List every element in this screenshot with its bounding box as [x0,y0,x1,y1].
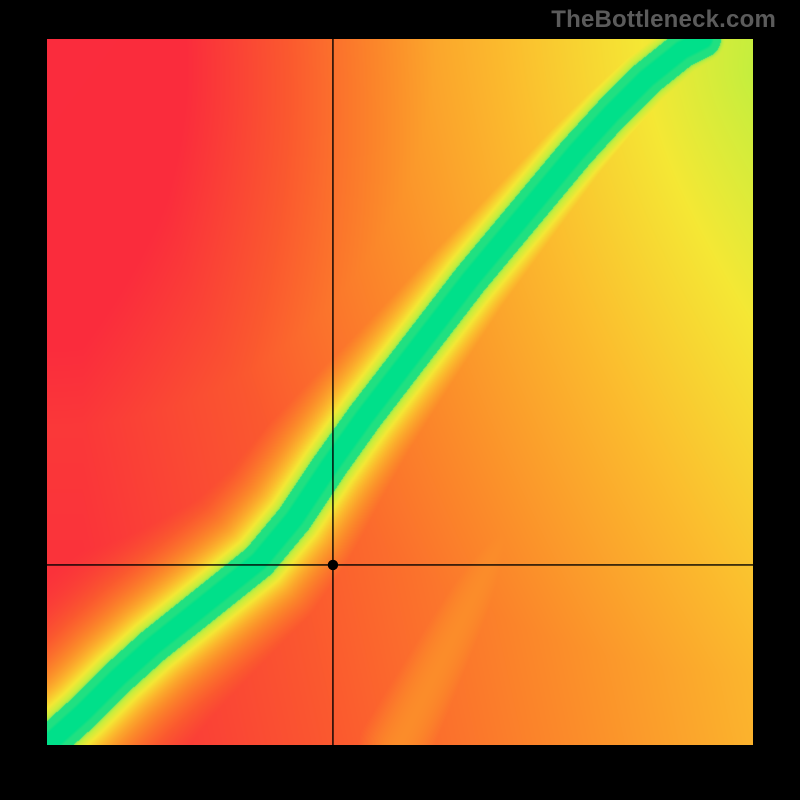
watermark-text: TheBottleneck.com [551,6,776,34]
heatmap-plot [47,39,753,745]
heatmap-canvas [47,39,753,745]
figure-stage: TheBottleneck.com [0,0,800,800]
